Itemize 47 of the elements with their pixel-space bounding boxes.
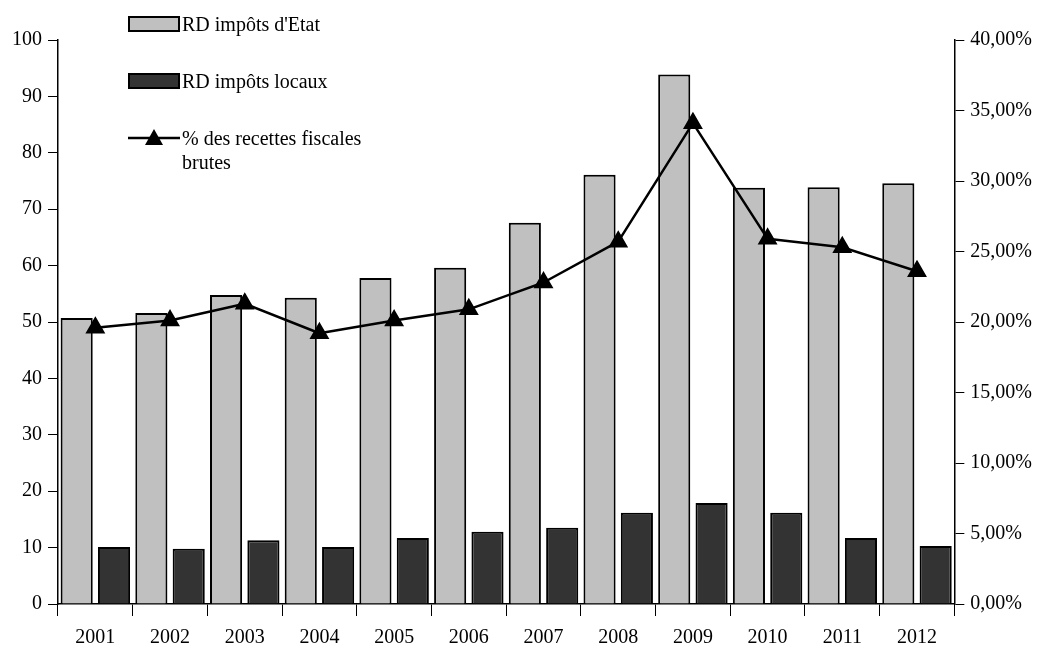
y2-tick-label: 20,00% — [970, 309, 1033, 332]
x-tick-label: 2004 — [299, 625, 340, 648]
x-tick-label: 2009 — [672, 625, 713, 648]
y-tick-label: 70 — [22, 196, 42, 219]
y2-tick-label: 25,00% — [970, 238, 1033, 261]
legend-label: RD impôts locaux — [182, 69, 328, 93]
y-tick-label: 60 — [22, 252, 42, 275]
legend-label: % des recettes fiscales brutes — [182, 126, 363, 174]
x-tick-label: 2006 — [448, 625, 489, 648]
y2-tick-label: 40,00% — [970, 27, 1033, 50]
y-tick-label: 100 — [12, 27, 42, 50]
point — [907, 260, 927, 277]
y-tick-label: 90 — [22, 83, 42, 106]
x-tick-label: 2010 — [747, 625, 788, 648]
y2-tick-label: 0,00% — [970, 591, 1023, 614]
point — [310, 323, 329, 340]
point — [385, 310, 404, 327]
x-tick-label: 2012 — [896, 625, 937, 648]
y-tick-label: 30 — [22, 422, 42, 445]
y2-tick-label: 15,00% — [970, 379, 1033, 402]
point — [459, 299, 478, 316]
x-tick-label: 2005 — [374, 625, 415, 648]
y2-tick-label: 30,00% — [970, 168, 1033, 191]
x-tick-label: 2007 — [523, 625, 564, 648]
y2-tick-label: 5,00% — [970, 520, 1023, 543]
x-tick-label: 2002 — [150, 625, 191, 648]
y-tick-label: 80 — [22, 140, 42, 163]
point — [534, 272, 553, 289]
point — [833, 237, 852, 254]
y-tick-label: 20 — [22, 478, 42, 501]
point — [235, 293, 254, 310]
y-tick-label: 40 — [22, 365, 42, 388]
y2-tick-label: 35,00% — [970, 97, 1033, 120]
y-tick-label: 10 — [22, 534, 42, 557]
legend-label: RD impôts d'Etat — [182, 12, 321, 36]
y2-tick-label: 10,00% — [970, 450, 1033, 473]
x-tick-label: 2011 — [822, 625, 862, 648]
point — [161, 310, 180, 327]
x-tick-label: 2001 — [75, 625, 116, 648]
x-tick-label: 2003 — [224, 625, 265, 648]
point — [758, 228, 777, 245]
point — [609, 231, 628, 248]
y-tick-label: 0 — [32, 591, 42, 614]
point — [86, 317, 105, 334]
x-tick-label: 2008 — [598, 625, 639, 648]
point — [683, 112, 702, 129]
y-tick-label: 50 — [22, 309, 42, 332]
